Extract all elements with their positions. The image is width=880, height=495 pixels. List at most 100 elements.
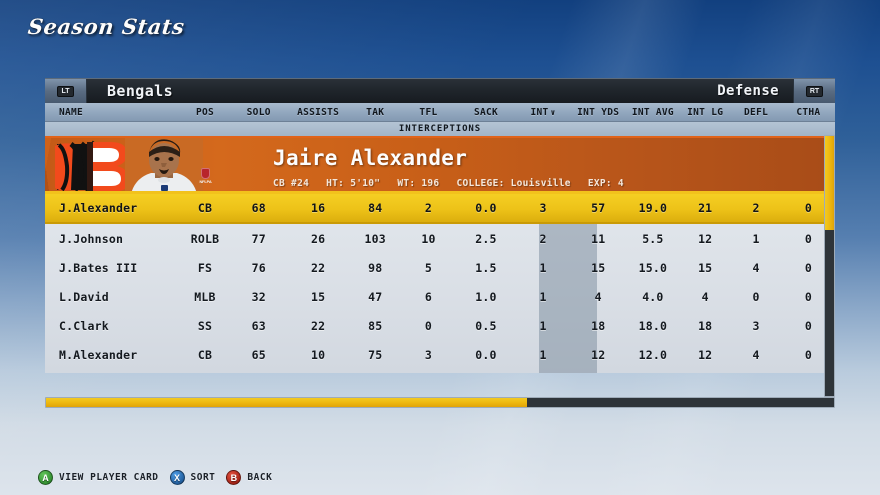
category-label: INTERCEPTIONS xyxy=(398,124,482,134)
player-experience: EXP: 4 xyxy=(587,178,624,189)
cell-ctha: 0 xyxy=(804,201,812,215)
table-row[interactable]: J.Johnson ROLB 77 26 103 10 2.5 2 11 5.5… xyxy=(45,224,835,253)
cell-int-yds: 11 xyxy=(591,231,606,246)
table-row[interactable]: J.Alexander CB 68 16 84 2 0.0 3 57 19.0 … xyxy=(45,194,835,224)
cell-name: J.Alexander xyxy=(59,201,138,215)
player-college: COLLEGE: Louisville xyxy=(456,178,571,189)
cell-sack: 1.0 xyxy=(475,289,497,304)
cell-int-lg: 4 xyxy=(701,289,709,304)
legend-label-back: BACK xyxy=(247,472,273,483)
sort-chevron-down-icon: ∨ xyxy=(550,107,556,117)
cell-assists: 10 xyxy=(311,347,326,362)
cell-tak: 98 xyxy=(368,260,383,275)
stats-table: J.Alexander CB 68 16 84 2 0.0 3 57 19.0 … xyxy=(45,194,835,373)
b-button-icon: B xyxy=(226,470,242,485)
x-button-icon: X xyxy=(169,470,185,485)
a-button-icon: A xyxy=(38,470,53,485)
vertical-scrollbar[interactable] xyxy=(824,135,835,397)
cell-pos: CB xyxy=(197,347,213,362)
cell-ctha: 0 xyxy=(804,318,812,333)
cell-ctha: 0 xyxy=(804,347,812,362)
cell-defl: 2 xyxy=(752,201,760,215)
cell-int-lg: 21 xyxy=(698,201,713,215)
cell-int-lg: 18 xyxy=(698,318,713,333)
cell-tfl: 2 xyxy=(424,201,433,215)
cell-defl: 0 xyxy=(752,289,760,304)
player-card-text: Jaire Alexander CB #24 HT: 5'10" WT: 196… xyxy=(273,148,624,190)
cell-int-lg: 12 xyxy=(698,231,713,246)
table-row[interactable]: L.David MLB 32 15 47 6 1.0 1 4 4.0 4 0 0 xyxy=(45,282,835,311)
legend-back[interactable]: B BACK xyxy=(226,470,272,485)
cell-solo: 68 xyxy=(251,201,266,215)
cell-assists: 16 xyxy=(311,201,326,215)
table-row[interactable]: C.Clark SS 63 22 85 0 0.5 1 18 18.0 18 3… xyxy=(45,311,835,340)
cell-int-yds: 18 xyxy=(591,318,606,333)
column-header-solo[interactable]: SOLO xyxy=(246,106,271,118)
cell-tak: 103 xyxy=(364,231,386,246)
cell-int: 1 xyxy=(539,347,547,362)
bengals-b-logo-icon xyxy=(55,140,129,191)
horizontal-scrollbar-thumb[interactable] xyxy=(46,398,527,407)
cell-solo: 63 xyxy=(251,318,266,333)
cell-ctha: 0 xyxy=(804,260,812,275)
cell-int-yds: 4 xyxy=(594,289,602,304)
table-row[interactable]: M.Alexander CB 65 10 75 3 0.0 1 12 12.0 … xyxy=(45,340,835,369)
cell-tak: 84 xyxy=(368,201,383,215)
cell-int-avg: 15.0 xyxy=(638,260,668,275)
table-row[interactable]: J.Bates III FS 76 22 98 5 1.5 1 15 15.0 … xyxy=(45,253,835,282)
cell-sack: 0.0 xyxy=(475,347,497,362)
cell-tfl: 6 xyxy=(424,289,433,304)
column-header-tak[interactable]: TAK xyxy=(366,106,385,118)
column-header-sack[interactable]: SACK xyxy=(473,106,499,118)
column-header-int[interactable]: INT ∨ xyxy=(515,107,570,118)
nflpa-shield-icon xyxy=(201,168,210,179)
cell-sack: 0.0 xyxy=(475,201,497,215)
cell-int-avg: 12.0 xyxy=(638,347,668,362)
cell-solo: 77 xyxy=(251,231,266,246)
horizontal-scrollbar[interactable] xyxy=(45,397,835,408)
cell-int-yds: 15 xyxy=(591,260,606,275)
column-header-tfl[interactable]: TFL xyxy=(419,106,438,118)
column-header-ctha[interactable]: CTHA xyxy=(796,106,821,118)
cell-ctha: 0 xyxy=(804,289,812,304)
cell-pos: SS xyxy=(197,318,213,333)
column-header-int-lg[interactable]: INT LG xyxy=(687,106,724,118)
vertical-scrollbar-thumb[interactable] xyxy=(825,136,834,230)
cell-pos: MLB xyxy=(194,289,216,304)
cell-defl: 1 xyxy=(752,231,760,246)
cell-assists: 26 xyxy=(311,231,326,246)
page-title: Season Stats xyxy=(26,14,186,39)
player-weight: WT: 196 xyxy=(397,178,440,189)
cell-ctha: 0 xyxy=(804,231,812,246)
cell-int: 1 xyxy=(539,289,547,304)
right-bumper-button[interactable]: RT xyxy=(793,78,835,104)
column-header-name[interactable]: NAME xyxy=(59,106,84,118)
cell-assists: 22 xyxy=(311,318,326,333)
cell-int-yds: 57 xyxy=(591,201,606,215)
legend-view-player-card[interactable]: A VIEW PLAYER CARD xyxy=(38,470,159,485)
left-bumper-button[interactable]: LT xyxy=(45,78,87,104)
cell-solo: 65 xyxy=(251,347,266,362)
cell-int-lg: 15 xyxy=(698,260,713,275)
column-header-int-avg[interactable]: INT AVG xyxy=(631,106,674,118)
column-header-assists[interactable]: ASSISTS xyxy=(297,106,340,118)
column-header-int-yds[interactable]: INT YDS xyxy=(577,106,620,118)
legend-sort[interactable]: X SORT xyxy=(169,470,216,485)
column-header-defl[interactable]: DEFL xyxy=(744,106,769,118)
cell-pos: ROLB xyxy=(190,231,220,246)
column-header-pos[interactable]: POS xyxy=(195,106,214,118)
left-bumper-icon: LT xyxy=(57,85,74,97)
cell-sack: 2.5 xyxy=(475,231,497,246)
legend-label-sort: SORT xyxy=(190,472,216,483)
cell-int-avg: 4.0 xyxy=(642,289,664,304)
player-height: HT: 5'10" xyxy=(326,178,381,189)
cell-name: C.Clark xyxy=(59,318,109,333)
player-position-number: CB #24 xyxy=(273,178,310,189)
cell-int-avg: 19.0 xyxy=(638,201,668,215)
nflpa-badge-icon: NFLPA xyxy=(197,168,214,184)
cell-solo: 76 xyxy=(251,260,266,275)
cell-int-avg: 18.0 xyxy=(638,318,668,333)
cell-int-yds: 12 xyxy=(591,347,606,362)
cell-int-lg: 12 xyxy=(698,347,713,362)
cell-defl: 3 xyxy=(752,318,760,333)
